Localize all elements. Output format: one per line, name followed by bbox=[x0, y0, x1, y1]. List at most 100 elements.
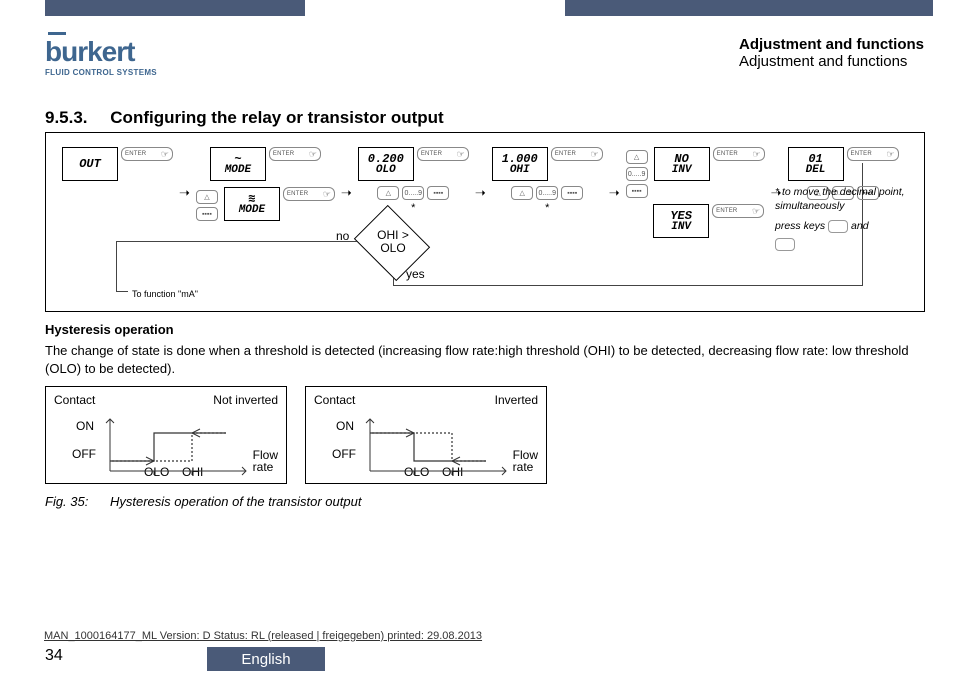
up-button[interactable]: △ bbox=[377, 186, 399, 200]
footnote-press: press keys bbox=[775, 220, 825, 232]
key-icon bbox=[828, 220, 848, 233]
range-button[interactable]: 0.....9 bbox=[536, 186, 558, 200]
top-bars bbox=[0, 0, 954, 20]
hand-icon: ☞ bbox=[752, 206, 760, 217]
lcd-icon: ~ bbox=[234, 153, 241, 165]
flow-line bbox=[116, 241, 364, 242]
enter-label: ENTER bbox=[555, 151, 576, 157]
star-note: * bbox=[411, 202, 415, 214]
lcd-line1: 1.000 bbox=[502, 153, 538, 165]
range-button[interactable]: 0.....9 bbox=[626, 167, 648, 181]
node-olo: 0.200 OLO ENTER ☞ △ 0.....9 ▪▪▪▪ * bbox=[358, 147, 469, 214]
up-button[interactable]: △ bbox=[626, 150, 648, 164]
figure-text: Hysteresis operation of the transistor o… bbox=[110, 494, 361, 509]
enter-button[interactable]: ENTER ☞ bbox=[269, 147, 321, 161]
brand-logo: burkert FLUID CONTROL SYSTEMS bbox=[45, 36, 215, 77]
lcd-ohi: 1.000 OHI bbox=[492, 147, 548, 181]
hand-icon: ☞ bbox=[161, 149, 169, 160]
hysteresis-paragraph: The change of state is done when a thres… bbox=[45, 342, 924, 378]
chart-plot bbox=[306, 399, 548, 477]
decision-yes: yes bbox=[406, 267, 425, 281]
node-noinv: △ 0.....9 ▪▪▪▪ NO INV ENTER ☞ bbox=[626, 147, 765, 198]
enter-button[interactable]: ENTER ☞ bbox=[283, 187, 335, 201]
up-button[interactable]: △ bbox=[511, 186, 533, 200]
decision-no: no bbox=[336, 229, 349, 243]
up-button[interactable]: △ bbox=[196, 190, 218, 204]
chart-not-inverted: Contact Not inverted ON OFF OLO OHI Flow… bbox=[45, 386, 287, 484]
enter-label: ENTER bbox=[273, 151, 294, 157]
brand-name: burkert bbox=[45, 36, 134, 68]
lcd-del: 01 DEL bbox=[788, 147, 844, 181]
lcd-line2: INV bbox=[671, 222, 691, 233]
star-note: * bbox=[545, 202, 549, 214]
node-controls: ENTER ☞ bbox=[121, 147, 173, 161]
footnote-line1: * to move the decimal point, simultaneou… bbox=[775, 185, 910, 213]
enter-button[interactable]: ENTER ☞ bbox=[847, 147, 899, 161]
hand-icon: ☞ bbox=[753, 149, 761, 160]
enter-label: ENTER bbox=[717, 151, 738, 157]
node-ohi: 1.000 OHI ENTER ☞ △ 0.....9 ▪▪▪▪ * bbox=[492, 147, 603, 214]
section-heading: 9.5.3. Configuring the relay or transist… bbox=[45, 108, 444, 128]
dots-button[interactable]: ▪▪▪▪ bbox=[427, 186, 449, 200]
hand-icon: ☞ bbox=[591, 149, 599, 160]
top-bar-right bbox=[565, 0, 933, 16]
key-icon bbox=[775, 238, 795, 251]
dots-button[interactable]: ▪▪▪▪ bbox=[626, 184, 648, 198]
lcd-line2: MODE bbox=[239, 205, 265, 216]
lcd-line2: INV bbox=[672, 165, 692, 176]
lcd-line1: 01 bbox=[808, 153, 822, 165]
hand-icon: ☞ bbox=[457, 149, 465, 160]
page-header: burkert FLUID CONTROL SYSTEMS Adjustment… bbox=[45, 36, 924, 77]
enter-button[interactable]: ENTER ☞ bbox=[121, 147, 173, 161]
flow-diagram: OUT ENTER ☞ ➝ ~ MODE ENTER ☞ bbox=[45, 132, 925, 312]
lcd-line2: DEL bbox=[806, 165, 826, 176]
to-function-label: To function "mA" bbox=[132, 289, 198, 299]
language-badge: English bbox=[207, 647, 325, 671]
node-controls: ENTER ☞ bbox=[847, 147, 899, 161]
lcd-icon: ≋ bbox=[248, 193, 255, 205]
header-title-bold: Adjustment and functions bbox=[739, 36, 924, 53]
page-number: 34 bbox=[45, 647, 63, 665]
dots-button[interactable]: ▪▪▪▪ bbox=[561, 186, 583, 200]
decision-line2: OLO bbox=[380, 241, 405, 255]
arrow-icon: ➝ bbox=[339, 185, 354, 201]
lcd-mode2: ≋ MODE bbox=[224, 187, 280, 221]
node-controls: ENTER ☞ bbox=[712, 204, 764, 218]
enter-button[interactable]: ENTER ☞ bbox=[417, 147, 469, 161]
lcd-olo: 0.200 OLO bbox=[358, 147, 414, 181]
node-mode2: △ ▪▪▪▪ ≋ MODE ENTER ☞ bbox=[196, 187, 335, 221]
enter-button[interactable]: ENTER ☞ bbox=[713, 147, 765, 161]
node-controls: ENTER ☞ bbox=[417, 147, 469, 161]
node-mode1: ~ MODE ENTER ☞ bbox=[210, 147, 321, 181]
figure-caption: Fig. 35: Hysteresis operation of the tra… bbox=[45, 494, 361, 509]
enter-label: ENTER bbox=[851, 151, 872, 157]
dots-button[interactable]: ▪▪▪▪ bbox=[196, 207, 218, 221]
top-bar-left bbox=[45, 0, 305, 16]
node-inv-stack: △ 0.....9 ▪▪▪▪ NO INV ENTER ☞ YES bbox=[626, 147, 765, 238]
footer-meta: MAN_1000164177_ML Version: D Status: RL … bbox=[44, 630, 482, 642]
arrow-icon: ➝ bbox=[607, 185, 622, 201]
lcd-noinv: NO INV bbox=[654, 147, 710, 181]
footnote-and: and bbox=[851, 220, 869, 232]
flow-line bbox=[393, 285, 863, 286]
enter-button[interactable]: ENTER ☞ bbox=[712, 204, 764, 218]
node-mode-stack: ~ MODE ENTER ☞ △ ▪▪▪▪ ≋ MODE bbox=[196, 147, 335, 221]
arrow-icon: ➝ bbox=[473, 185, 488, 201]
figure-number: Fig. 35: bbox=[45, 494, 88, 509]
lcd-line2: OHI bbox=[510, 165, 530, 176]
header-titles: Adjustment and functions Adjustment and … bbox=[739, 36, 924, 70]
lcd-line1: YES bbox=[670, 210, 692, 222]
lcd-line2: OLO bbox=[376, 165, 396, 176]
header-title-plain: Adjustment and functions bbox=[739, 53, 924, 70]
digit-buttons: △ 0.....9 ▪▪▪▪ bbox=[511, 186, 583, 200]
node-yesinv: YES INV ENTER ☞ bbox=[626, 204, 764, 238]
enter-label: ENTER bbox=[421, 151, 442, 157]
hand-icon: ☞ bbox=[309, 149, 317, 160]
scroll-buttons: △ 0.....9 ▪▪▪▪ bbox=[626, 150, 648, 198]
hysteresis-charts: Contact Not inverted ON OFF OLO OHI Flow… bbox=[45, 386, 547, 484]
footnote: * to move the decimal point, simultaneou… bbox=[775, 185, 910, 252]
enter-label: ENTER bbox=[287, 191, 308, 197]
chart-plot bbox=[46, 399, 288, 477]
range-button[interactable]: 0.....9 bbox=[402, 186, 424, 200]
enter-button[interactable]: ENTER ☞ bbox=[551, 147, 603, 161]
